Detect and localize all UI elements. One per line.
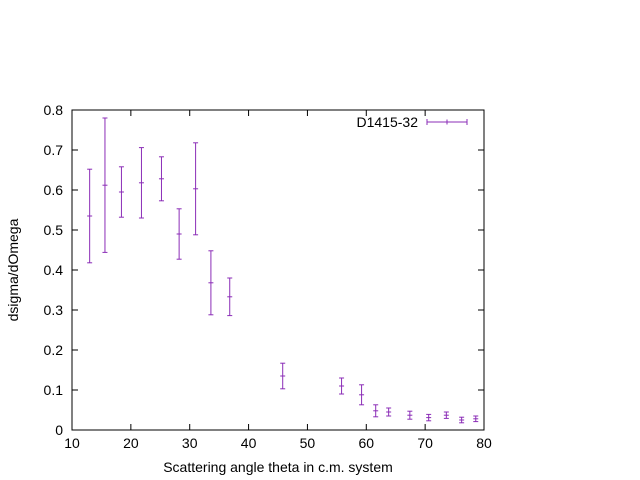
y-tick-label: 0.4: [44, 262, 64, 278]
data-point: [459, 416, 465, 424]
data-point: [407, 410, 413, 420]
y-tick-label: 0.3: [44, 302, 64, 318]
y-tick-label: 0.1: [44, 382, 64, 398]
x-tick-label: 10: [64, 435, 80, 451]
y-tick-label: 0.8: [44, 102, 64, 118]
data-point: [208, 250, 214, 316]
legend-label: D1415-32: [357, 114, 419, 130]
y-tick-label: 0.7: [44, 142, 64, 158]
x-tick-label: 20: [123, 435, 139, 451]
y-axis-label: dsigma/dOmega: [5, 218, 21, 321]
legend-sample: [426, 119, 468, 125]
data-point: [193, 142, 199, 236]
data-point: [118, 166, 124, 218]
data-point: [359, 384, 365, 406]
data-point: [473, 415, 479, 423]
x-tick-label: 70: [417, 435, 433, 451]
data-point: [443, 411, 449, 419]
x-tick-label: 60: [358, 435, 374, 451]
data-point: [102, 117, 108, 253]
y-tick-label: 0.2: [44, 342, 64, 358]
data-point: [227, 277, 233, 317]
data-point: [426, 413, 432, 422]
data-point: [87, 168, 93, 264]
x-axis-ticks: 10 20 30 40 50 60 70 80: [64, 110, 492, 451]
x-tick-label: 80: [476, 435, 492, 451]
y-tick-label: 0.6: [44, 182, 64, 198]
data-point: [176, 208, 182, 260]
y-axis-ticks: 0 0.1 0.2 0.3 0.4 0.5 0.6 0.7 0.8: [44, 102, 484, 438]
plot-frame: [71, 109, 485, 431]
data-point: [158, 156, 164, 202]
y-tick-label: 0.5: [44, 222, 64, 238]
legend: D1415-32: [357, 114, 468, 130]
x-tick-label: 30: [182, 435, 198, 451]
y-tick-label: 0: [55, 422, 63, 438]
data-point: [339, 377, 345, 395]
x-axis-label: Scattering angle theta in c.m. system: [163, 459, 393, 475]
x-tick-label: 40: [241, 435, 257, 451]
x-tick-label: 50: [300, 435, 316, 451]
data-point: [386, 407, 392, 417]
data-point: [373, 404, 379, 418]
data-point: [280, 362, 286, 390]
data-point: [138, 147, 144, 219]
data-points: [87, 117, 479, 424]
